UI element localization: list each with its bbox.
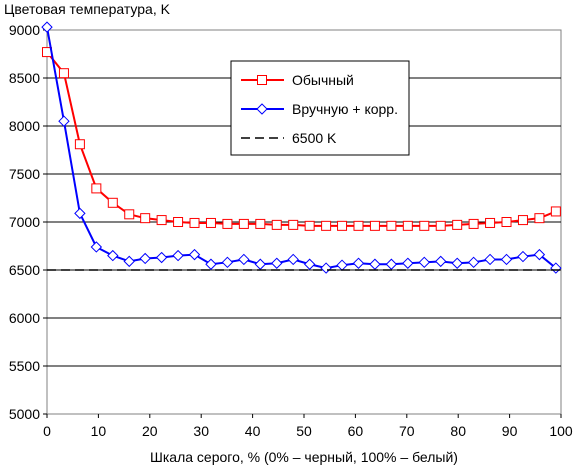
- y-tick-label: 6500: [9, 262, 40, 278]
- data-point-square: [517, 215, 528, 226]
- data-point-diamond: [369, 258, 381, 270]
- y-tick-label: 9000: [9, 22, 40, 38]
- data-point-diamond: [188, 248, 201, 261]
- data-point-square: [550, 206, 561, 217]
- data-point-diamond: [205, 258, 217, 270]
- data-point-square: [321, 220, 332, 231]
- data-point-diamond: [123, 255, 135, 268]
- data-point-diamond: [435, 255, 447, 268]
- data-point-square: [140, 213, 151, 224]
- series-layer: [41, 21, 562, 274]
- x-tick-label: 100: [549, 423, 573, 439]
- y-tick-label: 5000: [9, 406, 40, 422]
- y-tick-label: 5500: [9, 358, 40, 374]
- y-tick-label: 7500: [9, 166, 40, 182]
- x-axis-label: Шкала серого, % (0% – черный, 100% – бел…: [150, 449, 458, 465]
- x-tick-label: 20: [142, 423, 158, 439]
- data-point-diamond: [107, 249, 119, 262]
- data-point-diamond: [254, 258, 267, 270]
- y-tick-label: 7000: [9, 214, 40, 230]
- data-point-square: [353, 220, 364, 231]
- data-point-diamond: [58, 115, 70, 127]
- data-point-square: [91, 183, 102, 194]
- chart-title: Цветовая температура, K: [4, 1, 171, 17]
- x-tick-label: 80: [450, 423, 466, 439]
- data-point-diamond: [352, 257, 365, 269]
- data-point-square: [304, 220, 315, 231]
- data-point-square: [58, 68, 69, 79]
- data-point-square: [107, 197, 118, 208]
- x-tick-label: 90: [502, 423, 518, 439]
- data-point-square: [173, 217, 184, 227]
- data-point-diamond: [256, 103, 268, 115]
- data-point-square: [337, 220, 348, 231]
- data-point-diamond: [303, 258, 316, 270]
- data-point-diamond: [287, 253, 299, 266]
- data-point-square: [288, 219, 299, 230]
- data-point-diamond: [74, 207, 86, 220]
- x-tick-label: 0: [43, 423, 51, 439]
- data-point-square: [255, 218, 266, 229]
- data-point-square: [238, 218, 249, 229]
- legend-label-1: Обычный: [292, 72, 354, 88]
- y-tick-label: 6000: [9, 310, 40, 326]
- data-point-diamond: [402, 257, 414, 269]
- data-point-square: [124, 209, 135, 220]
- data-point-square: [257, 75, 267, 85]
- data-point-square: [189, 217, 200, 228]
- data-point-square: [271, 219, 282, 230]
- data-point-diamond: [484, 253, 496, 266]
- x-tick-label: 10: [91, 423, 107, 439]
- data-point-square: [468, 218, 479, 229]
- x-tick-label: 70: [399, 423, 415, 439]
- data-point-diamond: [238, 253, 250, 266]
- y-tick-label: 8000: [9, 118, 40, 134]
- data-point-diamond: [451, 257, 463, 269]
- x-tick-label: 30: [193, 423, 209, 439]
- legend-label-2: Вручную + корр.: [292, 101, 398, 117]
- x-tick-label: 50: [296, 423, 312, 439]
- x-tick-label: 60: [348, 423, 364, 439]
- data-point-diamond: [418, 256, 430, 269]
- data-point-square: [402, 220, 413, 231]
- data-point-square: [534, 213, 545, 224]
- data-point-square: [222, 218, 233, 229]
- data-point-square: [156, 215, 167, 226]
- data-point-diamond: [467, 256, 480, 269]
- x-axis-ticks: 0 10 20 30 40 50 60 70 80 90 100: [43, 414, 573, 439]
- data-point-diamond: [271, 257, 283, 269]
- data-point-diamond: [385, 258, 398, 270]
- data-point-square: [386, 220, 397, 231]
- legend-label-3: 6500 K: [292, 130, 337, 146]
- y-axis-ticks: 5000 5500 6000 6500 7000 7500 8000 8500 9000: [9, 22, 47, 422]
- data-point-square: [369, 220, 380, 231]
- data-point-diamond: [500, 253, 513, 266]
- data-point-diamond: [221, 256, 234, 269]
- data-point-square: [452, 219, 463, 230]
- data-point-square: [74, 139, 85, 150]
- data-point-square: [205, 217, 216, 228]
- data-point-square: [485, 217, 496, 228]
- legend: Обычный Вручную + корр. 6500 K: [230, 60, 410, 156]
- x-tick-label: 40: [245, 423, 261, 439]
- data-point-diamond: [139, 252, 151, 265]
- data-point-diamond: [41, 21, 53, 33]
- data-point-square: [419, 220, 430, 231]
- data-point-square: [501, 217, 512, 227]
- data-point-square: [435, 220, 446, 231]
- data-point-diamond: [533, 248, 546, 261]
- data-point-diamond: [90, 241, 103, 253]
- data-point-diamond: [517, 250, 529, 263]
- data-point-diamond: [155, 251, 168, 264]
- data-point-diamond: [172, 249, 184, 262]
- y-tick-label: 8500: [9, 70, 40, 86]
